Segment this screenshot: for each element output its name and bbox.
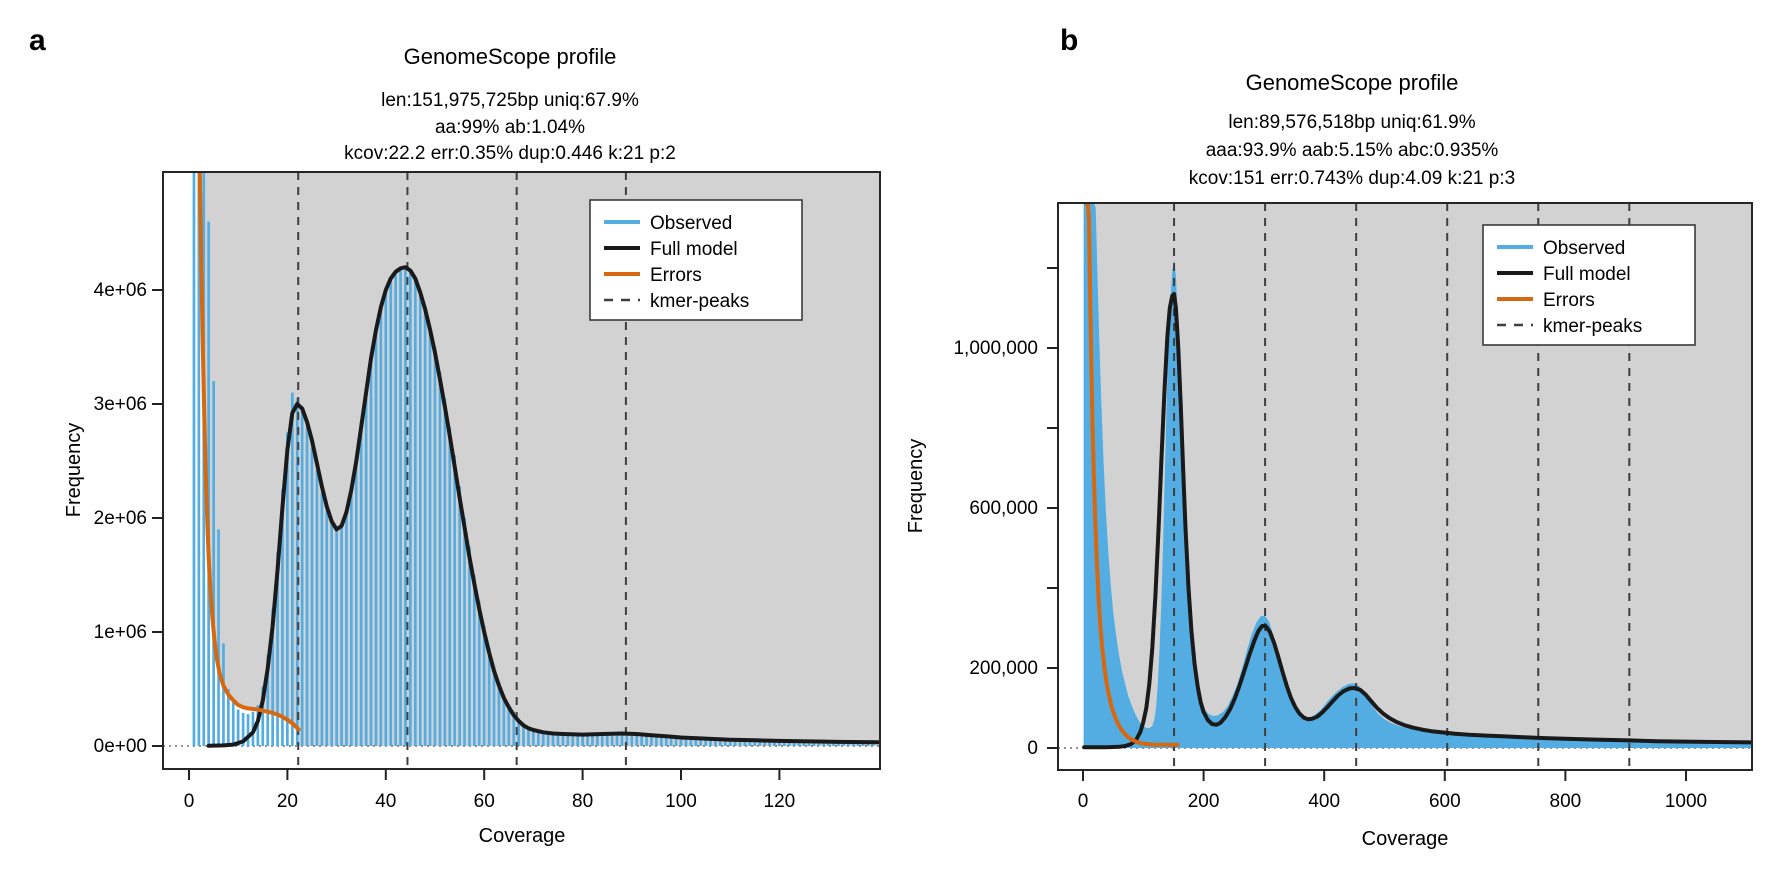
panel-b-x-tick-label: 600 — [1429, 791, 1461, 812]
panel-b-y-tick-label: 200,000 — [969, 658, 1038, 679]
panel-b-x-tick-label: 400 — [1308, 791, 1340, 812]
panel-a-y-tick-label: 1e+06 — [94, 622, 147, 643]
panel-a-x-tick-label: 60 — [474, 791, 495, 812]
panel-a-full-model-line — [206, 265, 880, 748]
panel-a-errors-line — [197, 172, 301, 732]
panel-b-subtitle-line: len:89,576,518bp uniq:61.9% — [1228, 112, 1475, 133]
panel-b-x-axis-title: Coverage — [1362, 828, 1449, 850]
panel-a-kmer-peak-lines — [297, 172, 627, 769]
panel-a-subtitle-line: aa:99% ab:1.04% — [435, 117, 585, 138]
panel-b-subtitle-line: aaa:93.9% aab:5.15% abc:0.935% — [1206, 140, 1499, 161]
panel-b-y-tick-label: 0 — [1027, 738, 1038, 759]
panel-a-observed-bars — [192, 172, 875, 747]
panel-b-subtitle-line: kcov:151 err:0.743% dup:4.09 k:21 p:3 — [1189, 168, 1515, 189]
panel-a-x-axis-title: Coverage — [479, 825, 566, 847]
panel-b-full-model-line — [1082, 292, 1752, 750]
panel-a-y-axis: 0e+00 1e+06 2e+06 3e+06 4e+06 Frequency — [63, 280, 163, 757]
panel-a-x-tick-label: 80 — [572, 791, 593, 812]
panel-b-title: GenomeScope profile — [1246, 70, 1459, 95]
panel-b-plot-border — [1057, 202, 1753, 771]
panel-a-x-tick-label: 20 — [277, 791, 298, 812]
panel-a-legend: Observed Full model Errors kmer-peaks — [589, 199, 803, 321]
panel-a-x-tick-label: 120 — [764, 791, 796, 812]
panel-label-b: b — [1060, 24, 1079, 57]
panel-a-y-tick-label: 4e+06 — [94, 280, 147, 301]
panel-a-legend-label: Full model — [650, 239, 738, 260]
panel-a-y-tick-label: 3e+06 — [94, 394, 147, 415]
panel-a-legend-label: Observed — [650, 213, 732, 234]
panel-a-subtitle-line: len:151,975,725bp uniq:67.9% — [381, 90, 639, 111]
panel-b-y-axis: 0 200,000 600,000 1,000,000 Frequency — [905, 267, 1058, 759]
panel-a-header: GenomeScope profile len:151,975,725bp uni… — [344, 44, 676, 164]
panel-a-subtitle-line: kcov:22.2 err:0.35% dup:0.446 k:21 p:2 — [344, 143, 676, 164]
panel-b-x-tick-label: 800 — [1550, 791, 1582, 812]
panel-a-y-axis-title: Frequency — [63, 423, 85, 518]
panel-a-x-tick-label: 40 — [375, 791, 396, 812]
panel-b-errors-line — [1083, 203, 1180, 747]
panel-b-x-tick-label: 0 — [1078, 791, 1089, 812]
panel-b-x-tick-label: 1000 — [1665, 791, 1707, 812]
panel-a-y-tick-label: 0e+00 — [94, 736, 147, 757]
panel-b-y-tick-label: 1,000,000 — [953, 338, 1038, 359]
panel-a-legend-label: Errors — [650, 265, 702, 286]
panel-a-legend-label: kmer-peaks — [650, 291, 749, 312]
panel-b-legend-label: Full model — [1543, 264, 1631, 285]
panel-a-x-tick-label: 0 — [184, 791, 195, 812]
panel-b-legend-label: kmer-peaks — [1543, 316, 1642, 337]
panel-b-x-tick-label: 200 — [1188, 791, 1220, 812]
panel-a-y-tick-label: 2e+06 — [94, 508, 147, 529]
panel-b-legend-label: Errors — [1543, 290, 1595, 311]
panel-b-header: GenomeScope profile len:89,576,518bp uniq… — [1189, 70, 1515, 189]
panel-b-y-tick-label: 600,000 — [969, 498, 1038, 519]
panel-label-a: a — [29, 24, 46, 57]
panel-a-x-axis: 0 20 40 60 80 100 120 Coverage — [184, 769, 796, 847]
panel-a-title: GenomeScope profile — [404, 44, 617, 69]
panel-b-x-axis: 0 200 400 600 800 1000 Coverage — [1078, 770, 1707, 850]
panel-a-x-tick-label: 100 — [665, 791, 697, 812]
panel-b-y-axis-title: Frequency — [905, 439, 927, 534]
panel-b-legend: Observed Full model Errors kmer-peaks — [1482, 224, 1696, 346]
panel-b-legend-label: Observed — [1543, 238, 1625, 259]
panel-a-plot-border — [162, 171, 881, 770]
